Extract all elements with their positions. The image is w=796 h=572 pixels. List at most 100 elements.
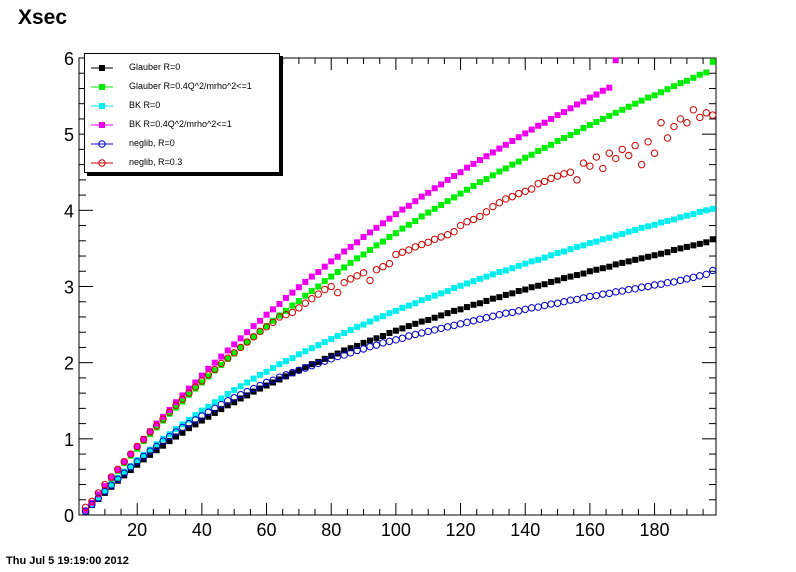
data-point xyxy=(464,304,471,311)
data-point xyxy=(367,229,374,236)
data-point xyxy=(153,424,160,431)
data-point xyxy=(179,392,186,399)
y-tick-label: 5 xyxy=(64,125,74,145)
data-point xyxy=(431,185,438,192)
data-point xyxy=(689,106,698,114)
data-point xyxy=(599,87,606,94)
data-point xyxy=(534,303,542,311)
data-point xyxy=(709,58,716,65)
data-point xyxy=(689,273,698,282)
data-point xyxy=(263,323,270,330)
legend-marker xyxy=(91,65,113,71)
data-point xyxy=(606,263,613,270)
data-point xyxy=(540,301,549,310)
series-0 xyxy=(82,236,716,515)
data-point xyxy=(677,214,684,221)
data-point xyxy=(658,89,665,96)
series-5 xyxy=(81,106,717,512)
data-point xyxy=(386,233,393,240)
data-point xyxy=(127,451,134,458)
data-point xyxy=(127,463,135,471)
data-point xyxy=(638,224,645,231)
data-point xyxy=(709,236,716,243)
data-point xyxy=(321,285,329,294)
data-point xyxy=(522,154,529,161)
data-point xyxy=(508,192,516,201)
data-point xyxy=(586,292,594,301)
data-point xyxy=(237,383,244,390)
data-point xyxy=(295,366,303,374)
legend-entry: Glauber R=0.4Q^2/mrho^2<=1 xyxy=(85,78,279,96)
data-point xyxy=(367,318,374,325)
data-point xyxy=(670,122,678,131)
data-point xyxy=(359,345,368,353)
data-point xyxy=(127,450,135,458)
data-point xyxy=(709,205,716,212)
data-point xyxy=(619,230,626,237)
data-point xyxy=(476,315,484,323)
data-point xyxy=(521,187,529,195)
data-point xyxy=(476,179,483,186)
data-point xyxy=(379,333,386,340)
data-point xyxy=(509,290,516,297)
data-point xyxy=(101,480,109,489)
data-point xyxy=(592,291,601,300)
data-point xyxy=(676,276,685,285)
data-point xyxy=(451,173,458,180)
data-point xyxy=(172,401,180,410)
data-point xyxy=(185,389,193,397)
data-point xyxy=(347,259,354,266)
data-point xyxy=(205,365,212,372)
data-point xyxy=(605,289,613,298)
data-point xyxy=(373,315,380,322)
data-point xyxy=(198,379,205,386)
data-point xyxy=(263,368,270,375)
data-point xyxy=(637,283,646,291)
data-point xyxy=(359,269,368,277)
data-point xyxy=(650,149,659,157)
data-point xyxy=(243,338,251,346)
data-point xyxy=(502,165,509,172)
data-point xyxy=(548,278,555,285)
data-point xyxy=(249,333,258,341)
data-point xyxy=(353,272,361,280)
legend-marker xyxy=(91,140,113,148)
data-point xyxy=(257,317,264,324)
data-point xyxy=(321,357,329,365)
data-point xyxy=(256,381,264,390)
legend-marker xyxy=(91,103,113,109)
y-tick-label: 4 xyxy=(64,201,74,221)
data-point xyxy=(327,355,335,363)
data-point xyxy=(276,376,283,383)
data-point xyxy=(528,151,535,158)
data-point xyxy=(664,86,671,93)
data-point xyxy=(347,345,354,352)
data-point xyxy=(677,80,684,87)
data-point xyxy=(373,242,380,249)
data-point xyxy=(580,270,587,277)
data-point xyxy=(411,330,419,339)
data-point xyxy=(606,84,613,91)
data-point xyxy=(114,477,121,484)
data-point xyxy=(218,361,225,368)
x-tick-label: 180 xyxy=(640,520,670,540)
data-point xyxy=(386,329,393,336)
data-point xyxy=(663,278,672,287)
data-point xyxy=(308,273,315,280)
chart-title: Xsec xyxy=(18,6,68,29)
data-point xyxy=(561,109,568,116)
data-point xyxy=(204,408,213,416)
data-point xyxy=(333,288,342,297)
data-point xyxy=(464,164,471,171)
data-point xyxy=(185,419,193,428)
data-point xyxy=(88,497,96,505)
data-point xyxy=(237,335,244,342)
data-point xyxy=(134,457,141,464)
data-point xyxy=(198,372,205,379)
data-point xyxy=(236,343,245,352)
data-point xyxy=(509,265,516,272)
data-point xyxy=(522,286,529,293)
data-point xyxy=(146,447,154,455)
data-point xyxy=(425,317,432,324)
data-point xyxy=(457,306,464,313)
